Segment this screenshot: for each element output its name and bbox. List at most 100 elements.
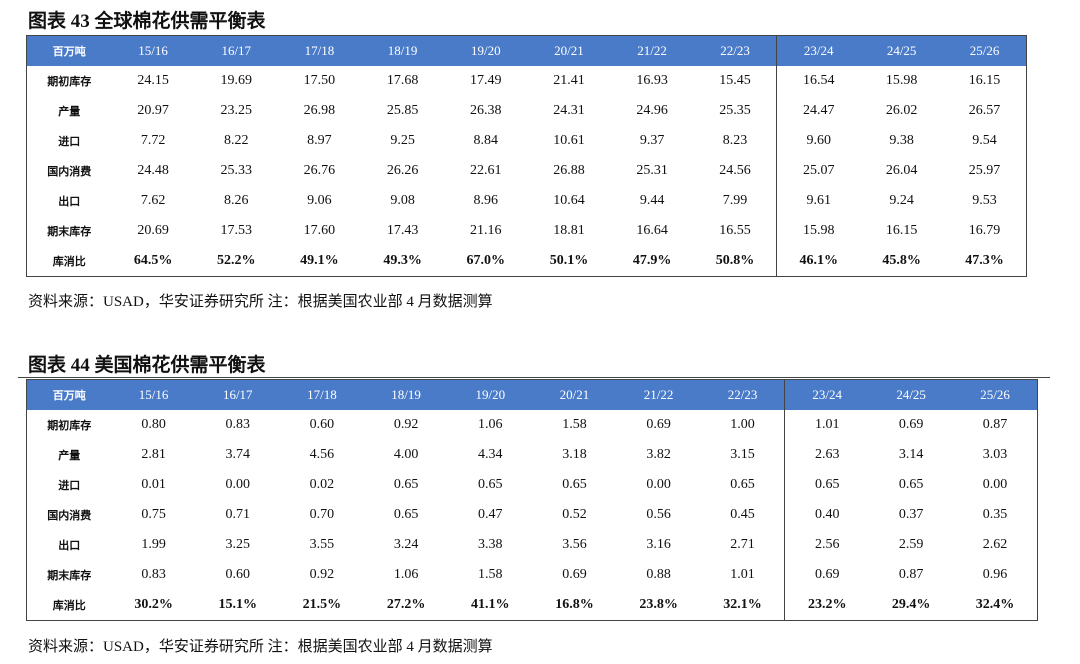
cell: 2.71 xyxy=(730,537,755,552)
cell: 0.01 xyxy=(141,477,166,492)
cell: 17.60 xyxy=(303,223,336,238)
cell: 1.01 xyxy=(730,567,755,582)
cell: 0.65 xyxy=(730,477,755,492)
cell: 3.16 xyxy=(646,537,671,552)
cell: 8.84 xyxy=(473,133,499,148)
cell: 3.38 xyxy=(478,537,503,552)
cell: 7.72 xyxy=(140,133,166,148)
cell: 9.08 xyxy=(390,193,415,208)
cell: 3.03 xyxy=(982,447,1008,462)
cell: 4.56 xyxy=(309,447,335,462)
cell: 21.16 xyxy=(470,223,502,238)
cell: 24.56 xyxy=(719,163,751,178)
cell: 32.1% xyxy=(723,597,762,612)
header-row: 百万吨 15/16 16/17 17/18 18/19 19/20 20/21 21/22 22… xyxy=(26,35,1027,66)
header-cell: 16/17 xyxy=(195,379,280,410)
cell: 20.69 xyxy=(137,223,169,238)
data-row: 库消比 64.5% 52.2% 49.1% 49.3% 67.0% 50.1% 47.9% 50… xyxy=(27,246,1027,277)
cell: 3.24 xyxy=(393,537,419,552)
row-label: 期末库存 xyxy=(47,225,92,238)
cell: 0.40 xyxy=(784,500,870,530)
cell: 3.74 xyxy=(225,447,251,462)
cell: 9.37 xyxy=(639,133,665,148)
cell: 16.79 xyxy=(968,223,1001,238)
data-row: 进口 7.72 8.22 8.97 9.25 8.84 10.61 9.37 8.23 9.60 9… xyxy=(27,126,1027,156)
cell: 26.57 xyxy=(968,103,1001,118)
cell: 23.8% xyxy=(639,597,678,612)
cell: 1.00 xyxy=(730,417,755,432)
cell: 3.25 xyxy=(225,537,251,552)
data-row: 国内消费 0.75 0.71 0.70 0.65 0.47 0.52 0.56 0.45 0.40… xyxy=(27,500,1038,530)
data-row: 进口 0.01 0.00 0.02 0.65 0.65 0.65 0.00 0.65 0.65 0.… xyxy=(27,470,1038,500)
cell: 15.45 xyxy=(719,73,751,88)
cell: 0.71 xyxy=(225,507,251,522)
cell: 29.4% xyxy=(891,597,931,612)
cell: 3.15 xyxy=(730,447,755,462)
cell: 0.69 xyxy=(562,567,587,582)
cell: 0.65 xyxy=(393,477,419,492)
cell: 2.63 xyxy=(784,440,870,470)
cell: 3.14 xyxy=(898,447,924,462)
cell: 9.54 xyxy=(972,133,997,148)
cell: 52.2% xyxy=(217,253,256,268)
cell: 0.96 xyxy=(982,567,1008,582)
cell: 15.98 xyxy=(776,216,861,246)
row-label: 国内消费 xyxy=(47,165,92,178)
cell: 24.96 xyxy=(636,103,668,118)
cell: 16.15 xyxy=(885,223,918,238)
cell: 16.8% xyxy=(555,597,594,612)
header-cell: 18/19 xyxy=(364,379,449,410)
cell: 67.0% xyxy=(466,253,506,268)
header-cell: 21/22 xyxy=(616,379,701,410)
cell: 15.1% xyxy=(218,597,258,612)
cell: 10.64 xyxy=(553,193,585,208)
cell: 0.56 xyxy=(646,507,671,522)
cell: 17.53 xyxy=(220,223,253,238)
header-cell: 17/18 xyxy=(277,35,362,66)
cell: 30.2% xyxy=(134,597,173,612)
cell: 22.61 xyxy=(470,163,502,178)
cell: 9.44 xyxy=(639,193,665,208)
cell: 41.1% xyxy=(471,597,510,612)
cell: 0.47 xyxy=(478,507,503,522)
cell: 0.69 xyxy=(898,417,924,432)
header-cell: 19/20 xyxy=(444,35,528,66)
cell: 50.1% xyxy=(549,253,589,268)
cell: 25.31 xyxy=(636,163,668,178)
header-cell: 20/21 xyxy=(532,379,617,410)
cell: 47.3% xyxy=(965,253,1004,268)
cell: 9.25 xyxy=(390,133,415,148)
cell: 0.65 xyxy=(784,470,870,500)
cell: 15.98 xyxy=(885,73,918,88)
data-row: 产量 20.97 23.25 26.98 25.85 26.38 24.31 24.96 25.… xyxy=(27,96,1027,126)
cell: 21.41 xyxy=(553,73,585,88)
cell: 25.35 xyxy=(719,103,751,118)
cell: 0.88 xyxy=(646,567,671,582)
row-label: 国内消费 xyxy=(47,509,92,522)
source-note: 资料来源：USAD，华安证券研究所 注：根据美国农业部 4 月数据测算 xyxy=(28,639,493,655)
cell: 4.00 xyxy=(393,447,419,462)
cell: 1.01 xyxy=(784,410,870,440)
header-cell: 21/22 xyxy=(610,35,694,66)
cell: 8.23 xyxy=(722,133,748,148)
data-table: 百万吨 15/16 16/17 17/18 18/19 19/20 20/21 21/22 22… xyxy=(26,35,1027,277)
cell: 49.1% xyxy=(300,253,339,268)
cell: 0.52 xyxy=(562,507,587,522)
cell: 21.5% xyxy=(302,597,342,612)
data-row: 期初库存 0.80 0.83 0.60 0.92 1.06 1.58 0.69 1.00 1.01… xyxy=(27,410,1038,440)
cell: 0.83 xyxy=(225,417,251,432)
cell: 0.02 xyxy=(309,477,335,492)
header-cell: 25/26 xyxy=(943,35,1027,66)
cell: 7.62 xyxy=(140,193,166,208)
cell: 18.81 xyxy=(553,223,585,238)
header-cell: 22/23 xyxy=(693,35,777,66)
row-label: 库消比 xyxy=(52,255,86,268)
cell: 0.80 xyxy=(141,417,166,432)
cell: 9.38 xyxy=(889,133,914,148)
source-note: 资料来源：USAD，华安证券研究所 注：根据美国农业部 4 月数据测算 xyxy=(28,294,493,310)
cell: 8.22 xyxy=(224,133,249,148)
cell: 1.06 xyxy=(393,567,419,582)
cell: 3.18 xyxy=(562,447,587,462)
cell: 9.06 xyxy=(307,193,332,208)
